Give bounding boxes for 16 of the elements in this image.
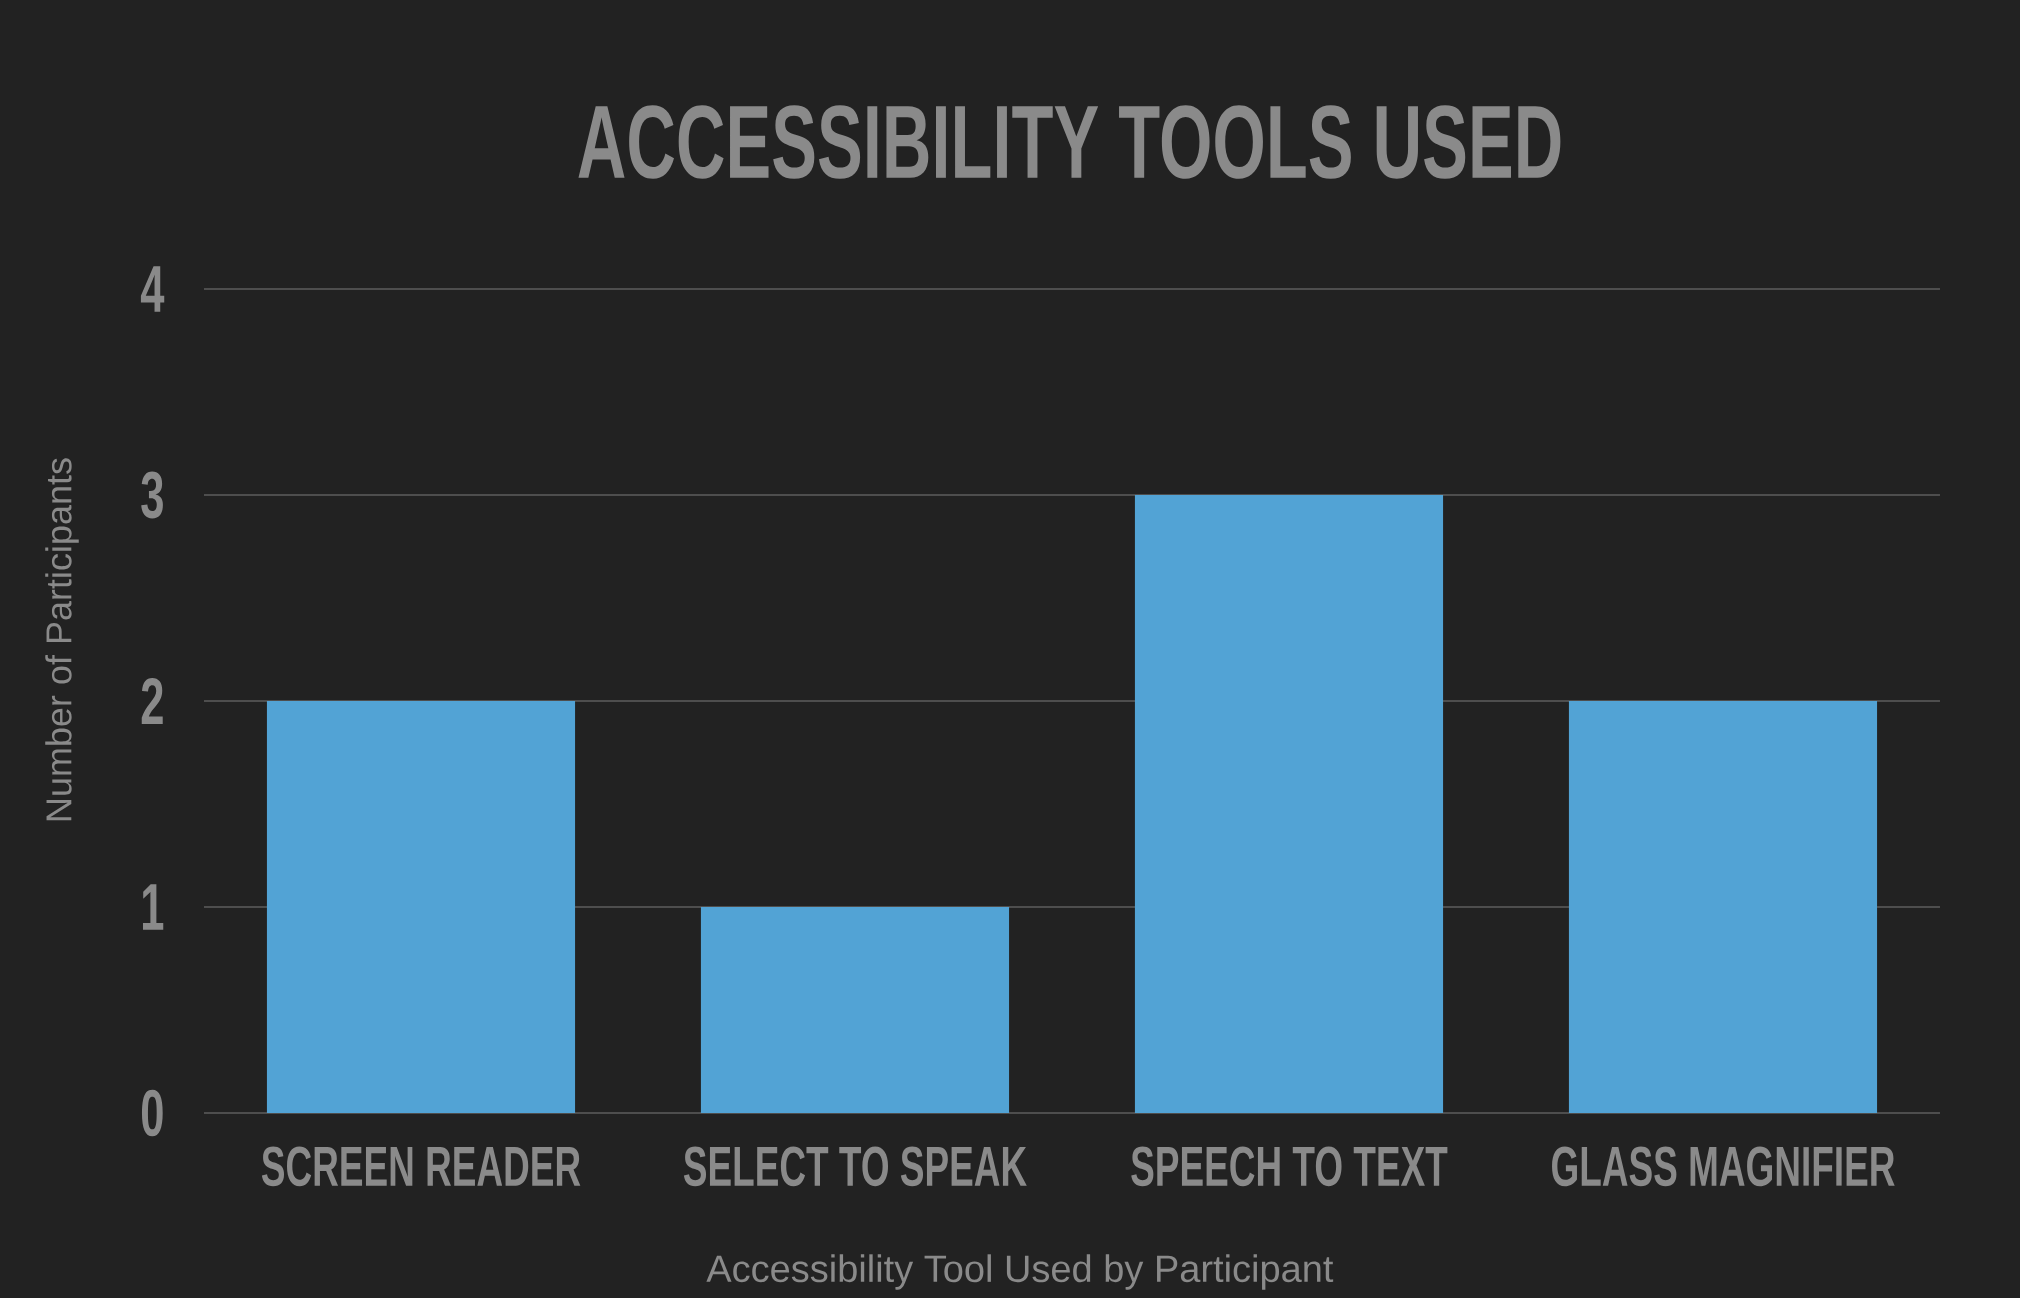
y-tick-label: 1 <box>142 884 164 930</box>
x-tick-label: SCREEN READER <box>261 1146 581 1187</box>
y-tick-label: 0 <box>141 1089 163 1137</box>
bar <box>266 700 576 1113</box>
x-tick-label: SELECT TO SPEAK <box>683 1146 1027 1187</box>
y-tick-label: 4 <box>140 266 165 312</box>
x-tick-label: GLASS MAGNIFIER <box>1552 1146 1895 1187</box>
x-axis-title: Accessibility Tool Used by Participant <box>706 1254 1334 1290</box>
y-tick-label: 3 <box>141 471 163 519</box>
bar <box>1568 700 1878 1113</box>
y-axis-title: Number of Participants <box>45 458 79 821</box>
x-tick-label: SPEECH TO TEXT <box>1131 1146 1448 1187</box>
y-tick-label: 2 <box>141 677 163 725</box>
bar <box>1134 494 1444 1113</box>
bar <box>700 907 1010 1113</box>
chart-title: ACCESSIBILITY TOOLS USED <box>578 105 1561 179</box>
